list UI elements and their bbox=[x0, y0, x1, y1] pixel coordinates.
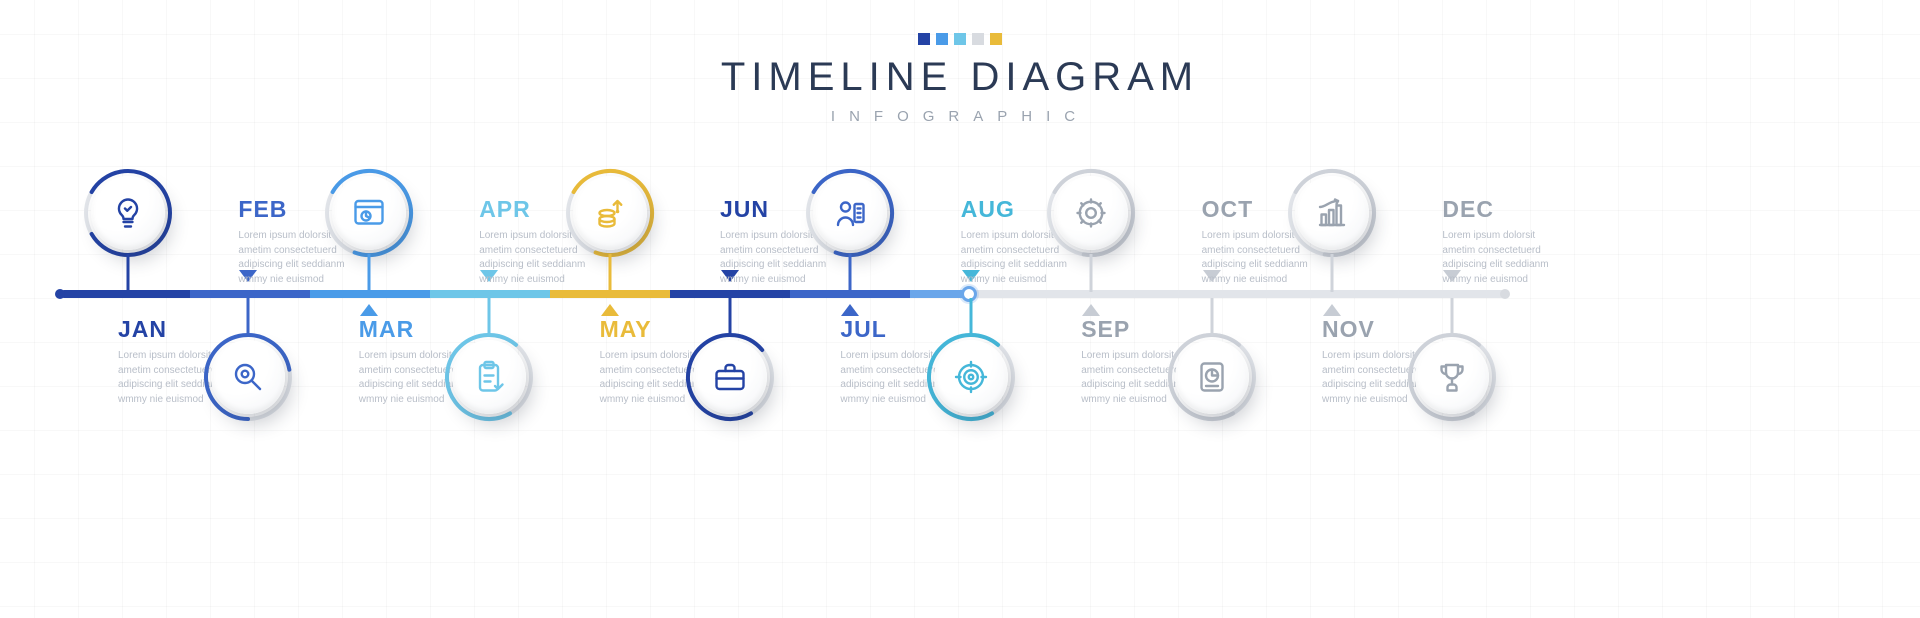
axis-start-dot bbox=[55, 289, 65, 299]
node-disc bbox=[813, 176, 887, 250]
timeline-node-jul bbox=[805, 168, 895, 258]
timeline-node-jan bbox=[83, 168, 173, 258]
node-disc bbox=[452, 340, 526, 414]
accent-square bbox=[990, 33, 1002, 45]
timeline-arrow-oct bbox=[1323, 304, 1341, 316]
timeline-node-may bbox=[565, 168, 655, 258]
coins-icon bbox=[592, 195, 628, 231]
timeline-node-jun bbox=[685, 332, 775, 422]
month-block-dec: DEC Lorem ipsum dolorsitametim consectetu… bbox=[1442, 196, 1577, 287]
node-disc bbox=[1175, 340, 1249, 414]
accent-square bbox=[954, 33, 966, 45]
node-stem bbox=[729, 298, 732, 336]
timeline-arrow-jun bbox=[841, 304, 859, 316]
axis-end-dot bbox=[1500, 289, 1510, 299]
trophy-icon bbox=[1434, 359, 1470, 395]
gear-icon bbox=[1073, 195, 1109, 231]
node-stem bbox=[849, 254, 852, 292]
timeline-node-aug bbox=[926, 332, 1016, 422]
timeline-arrow-feb bbox=[360, 304, 378, 316]
node-stem bbox=[247, 298, 250, 336]
target-icon bbox=[953, 359, 989, 395]
node-stem bbox=[1090, 254, 1093, 292]
accent-square bbox=[972, 33, 984, 45]
timeline-node-oct bbox=[1167, 332, 1257, 422]
clipboard-icon bbox=[471, 359, 507, 395]
browser-icon bbox=[351, 195, 387, 231]
timeline-arrow-apr bbox=[601, 304, 619, 316]
timeline-node-sep bbox=[1046, 168, 1136, 258]
node-stem bbox=[1210, 298, 1213, 336]
node-stem bbox=[969, 298, 972, 336]
node-disc bbox=[573, 176, 647, 250]
timeline-arrow-aug bbox=[1082, 304, 1100, 316]
header: TIMELINE DIAGRAM INFOGRAPHIC bbox=[0, 32, 1920, 125]
pie-doc-icon bbox=[1194, 359, 1230, 395]
header-accent-squares bbox=[918, 33, 1002, 45]
timeline-node-apr bbox=[444, 332, 534, 422]
axis-segment bbox=[430, 290, 550, 298]
axis-segment bbox=[190, 290, 310, 298]
timeline-node-nov bbox=[1287, 168, 1377, 258]
axis-segment bbox=[969, 290, 1505, 298]
node-disc bbox=[1295, 176, 1369, 250]
bulb-icon bbox=[110, 195, 146, 231]
timeline-node-dec bbox=[1407, 332, 1497, 422]
page-title: TIMELINE DIAGRAM bbox=[0, 55, 1920, 100]
timeline-axis bbox=[60, 290, 1505, 298]
node-stem bbox=[488, 298, 491, 336]
node-stem bbox=[1451, 298, 1454, 336]
node-stem bbox=[127, 254, 130, 292]
briefcase-icon bbox=[712, 359, 748, 395]
accent-square bbox=[918, 33, 930, 45]
accent-square bbox=[936, 33, 948, 45]
node-disc bbox=[934, 340, 1008, 414]
timeline-node-mar bbox=[324, 168, 414, 258]
node-disc bbox=[91, 176, 165, 250]
month-description: Lorem ipsum dolorsitametim consectetuerd… bbox=[1442, 229, 1577, 287]
node-stem bbox=[1331, 254, 1334, 292]
person-icon bbox=[832, 195, 868, 231]
node-stem bbox=[608, 254, 611, 292]
node-disc bbox=[211, 340, 285, 414]
month-label: DEC bbox=[1442, 196, 1577, 223]
axis-segment bbox=[670, 290, 790, 298]
node-disc bbox=[693, 340, 767, 414]
node-stem bbox=[367, 254, 370, 292]
timeline-node-feb bbox=[203, 332, 293, 422]
node-disc bbox=[332, 176, 406, 250]
page-subtitle: INFOGRAPHIC bbox=[0, 108, 1920, 125]
node-disc bbox=[1054, 176, 1128, 250]
bar-growth-icon bbox=[1314, 195, 1350, 231]
search-icon bbox=[230, 359, 266, 395]
axis-segment bbox=[60, 290, 190, 298]
node-disc bbox=[1415, 340, 1489, 414]
